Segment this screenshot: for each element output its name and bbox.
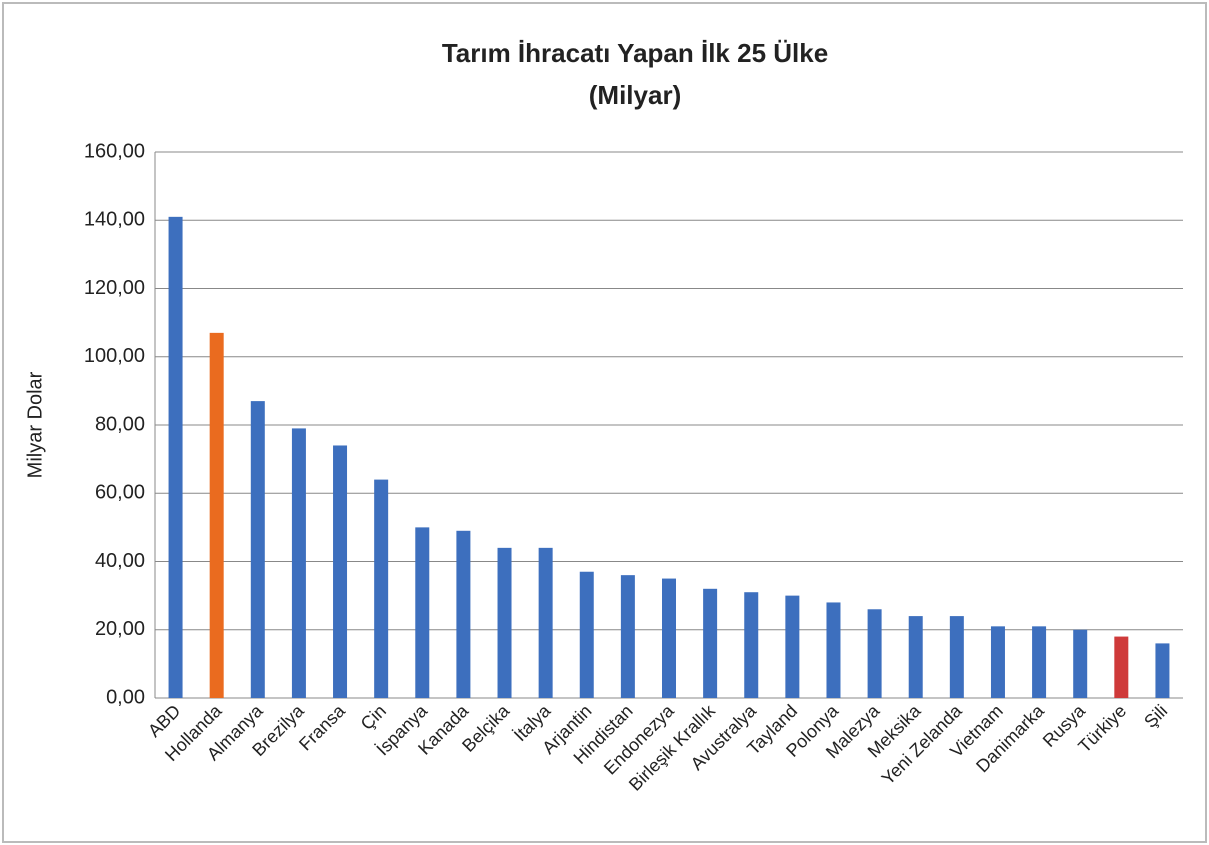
bar	[291, 428, 306, 698]
bar	[333, 445, 348, 698]
bar	[826, 602, 841, 698]
bar	[1032, 626, 1047, 698]
y-tick-label: 80,00	[95, 413, 145, 435]
y-tick-label: 100,00	[84, 345, 145, 367]
bar	[374, 479, 389, 698]
bar	[990, 626, 1005, 698]
bar	[456, 530, 471, 698]
bar	[579, 571, 594, 698]
bar	[1155, 643, 1170, 698]
bar	[662, 578, 676, 698]
bar	[415, 527, 430, 698]
y-axis-label: Milyar Dolar	[24, 371, 46, 478]
bar	[538, 547, 553, 698]
bar	[703, 588, 718, 698]
y-tick-label: 60,00	[95, 482, 145, 504]
y-tick-label: 20,00	[95, 618, 145, 640]
bar	[867, 609, 882, 698]
bar	[908, 616, 923, 698]
bar	[250, 401, 265, 698]
y-tick-label: 40,00	[95, 550, 145, 572]
chart-subtitle: (Milyar)	[589, 80, 681, 110]
y-tick-label: 140,00	[84, 209, 145, 231]
bar	[168, 216, 183, 698]
bar	[744, 592, 759, 698]
y-tick-label: 160,00	[84, 140, 145, 162]
y-tick-label: 0,00	[106, 686, 145, 708]
bar	[949, 616, 964, 698]
bar	[497, 547, 512, 698]
bar	[620, 575, 635, 698]
bar	[1114, 636, 1129, 698]
bar	[785, 595, 800, 698]
y-tick-label: 120,00	[84, 277, 145, 299]
chart-title: Tarım İhracatı Yapan İlk 25 Ülke	[442, 38, 828, 68]
bar	[209, 332, 224, 698]
bar	[1073, 629, 1088, 698]
